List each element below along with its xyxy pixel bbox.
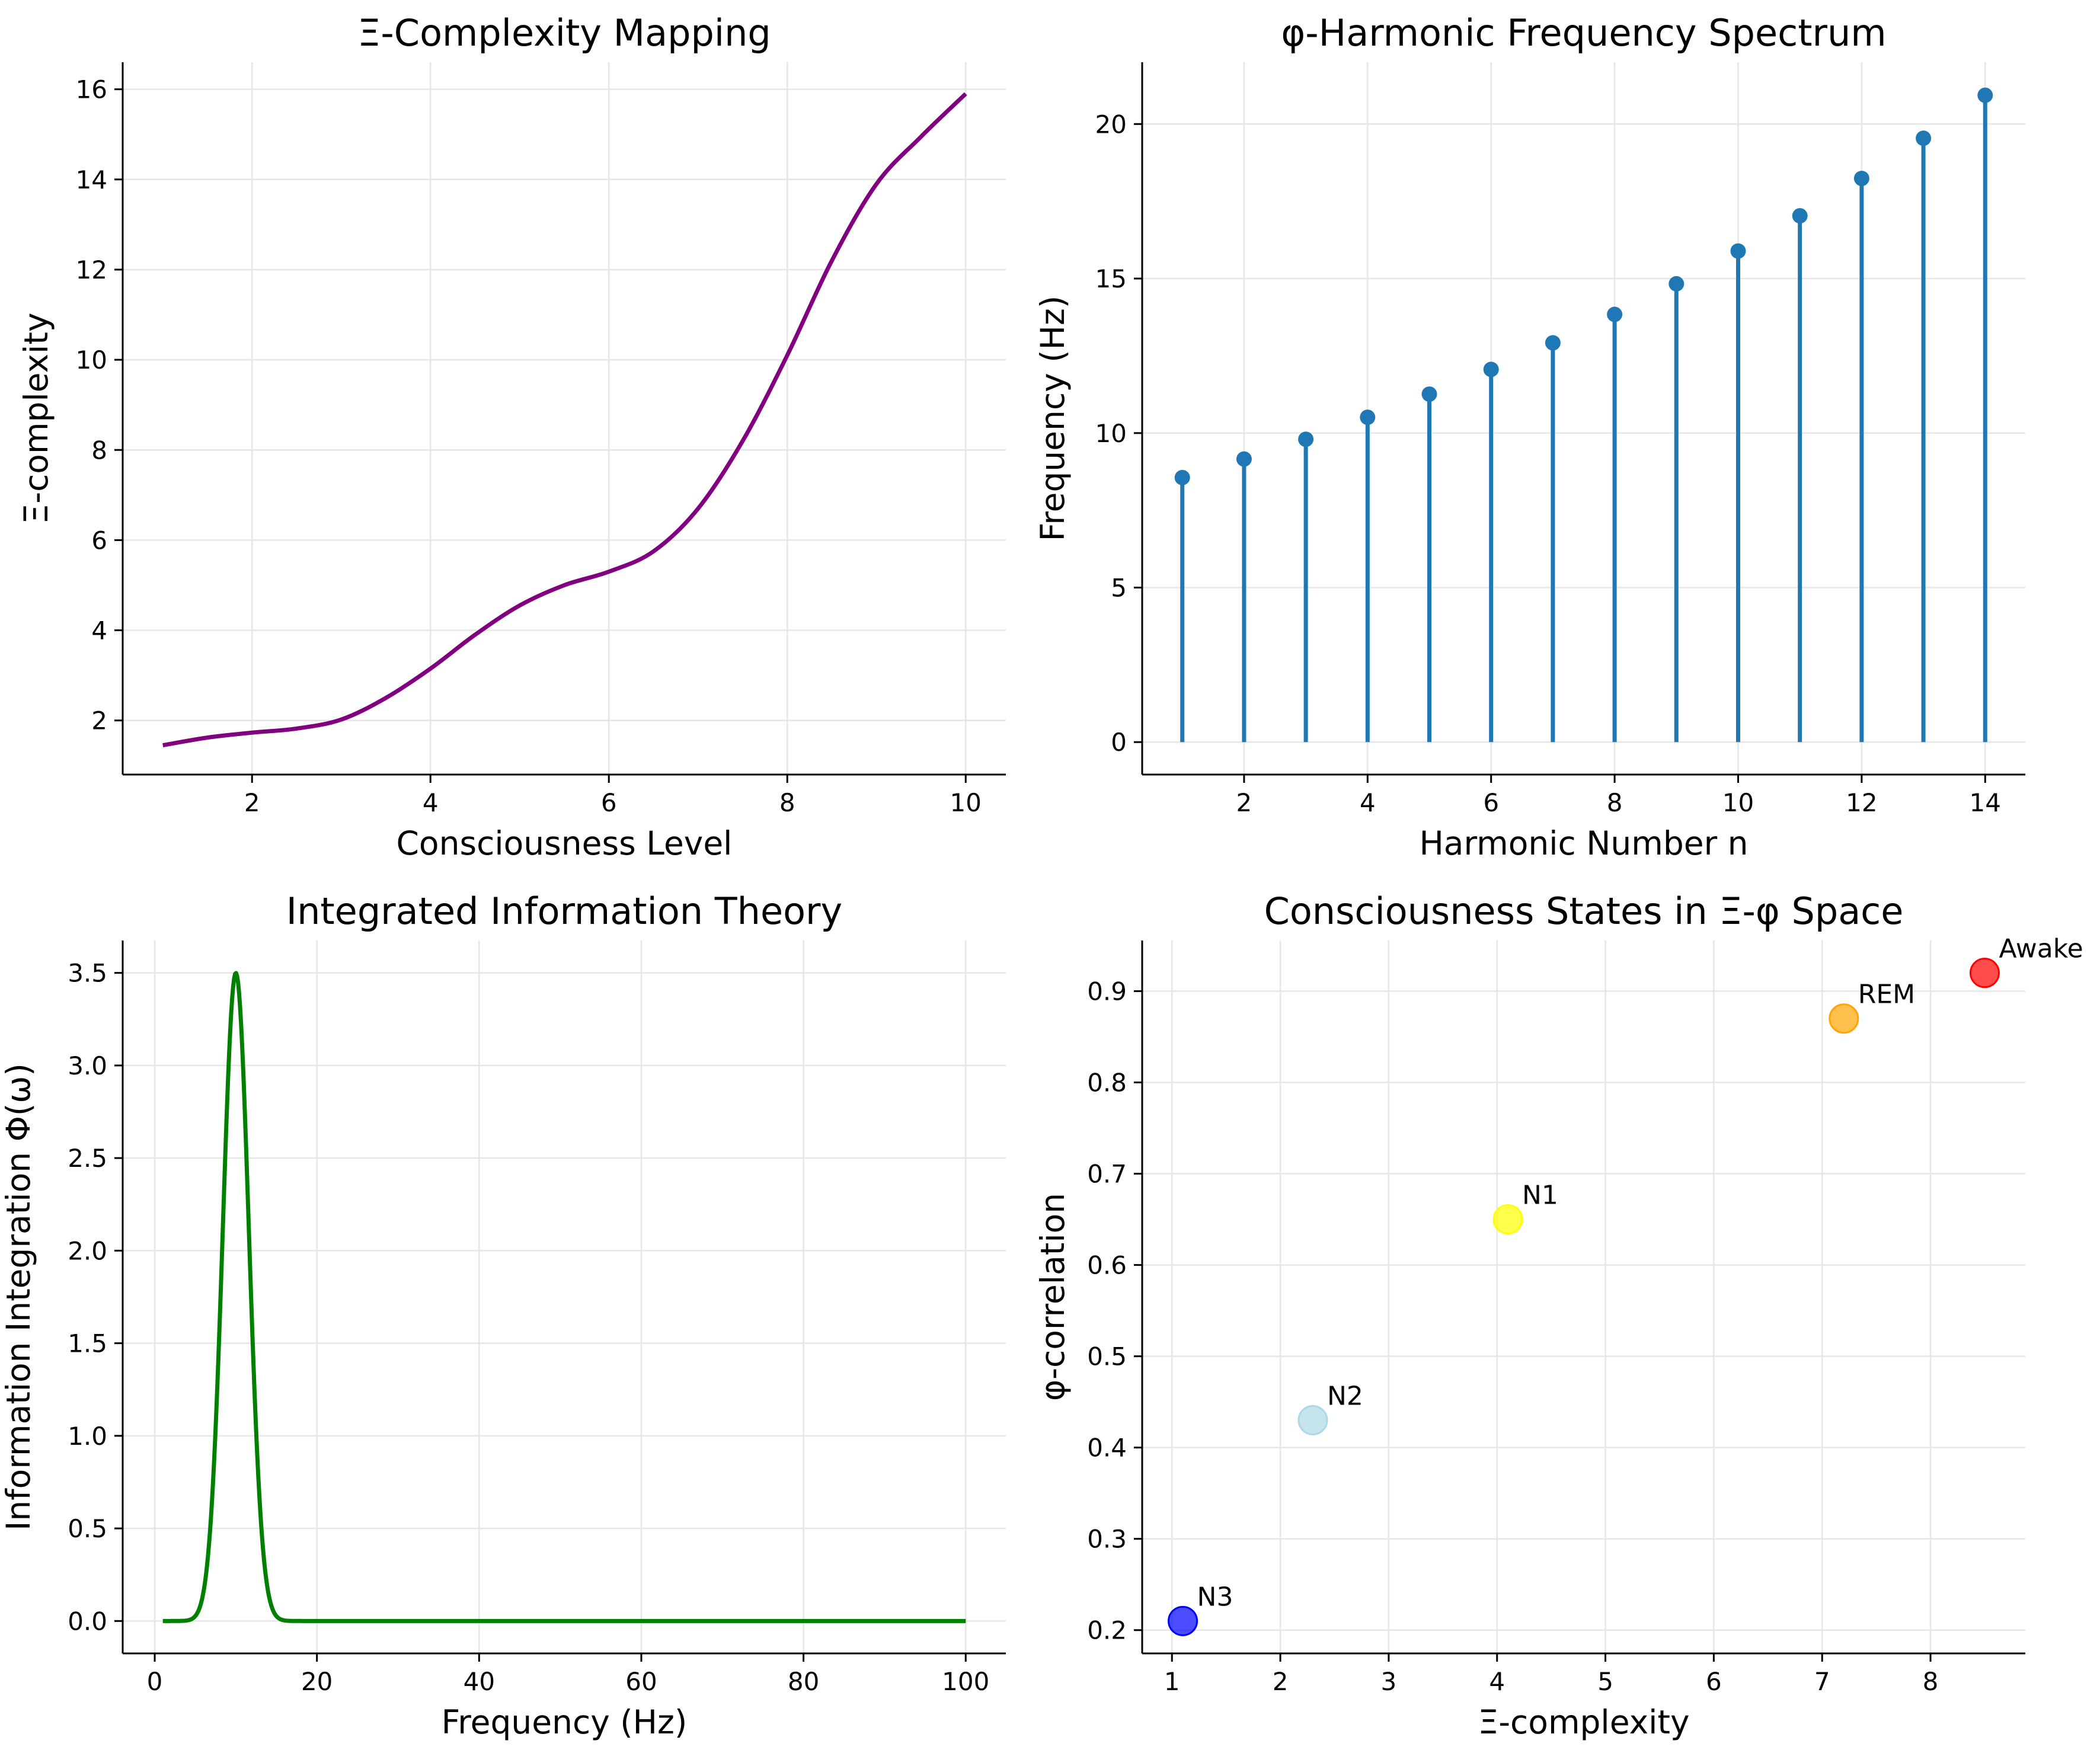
x-axis-label: Frequency (Hz) bbox=[442, 1703, 688, 1741]
y-axis-label: Ξ-complexity bbox=[17, 312, 55, 524]
stem-marker bbox=[1360, 409, 1376, 425]
x-tick-label: 4 bbox=[423, 788, 439, 817]
y-axis-label: Information Integration Φ(ω) bbox=[0, 1063, 37, 1531]
phi-harmonic-spectrum-panel: 2 4 6 8 10 12 14 0 5 10 15 20 φ-Harmonic Frequency S… bbox=[1034, 11, 2025, 862]
stem-marker bbox=[1853, 171, 1869, 187]
y-tick-label: 0.6 bbox=[1087, 1251, 1127, 1280]
y-tick-label: 12 bbox=[76, 255, 107, 284]
y-tick-label: 6 bbox=[91, 526, 107, 555]
stem-marker bbox=[1977, 87, 1993, 103]
y-tick-label: 0.0 bbox=[68, 1607, 107, 1636]
y-tick-label: 0.2 bbox=[1087, 1616, 1127, 1645]
x-tick-label: 6 bbox=[601, 788, 617, 817]
x-tick-label: 8 bbox=[1607, 788, 1623, 817]
state-point bbox=[1297, 1405, 1328, 1435]
stem-marker bbox=[1483, 361, 1499, 377]
x-tick-label: 4 bbox=[1360, 788, 1376, 817]
state-point bbox=[1168, 1605, 1198, 1636]
y-tick-label: 0.8 bbox=[1087, 1068, 1127, 1098]
y-tick-label: 0.4 bbox=[1087, 1434, 1127, 1463]
y-axis-label: φ-correlation bbox=[1034, 1193, 1072, 1401]
x-tick-label: 12 bbox=[1846, 788, 1877, 817]
y-tick-label: 5 bbox=[1111, 574, 1127, 603]
y-tick-label: 2 bbox=[91, 706, 107, 735]
stem-marker bbox=[1421, 386, 1437, 402]
y-tick-label: 0.5 bbox=[68, 1514, 107, 1543]
x-tick-label: 8 bbox=[779, 788, 795, 817]
state-label: N2 bbox=[1327, 1381, 1363, 1411]
y-tick-label: 0.3 bbox=[1087, 1525, 1127, 1554]
x-tick-label: 10 bbox=[1722, 788, 1754, 817]
y-tick-label: 15 bbox=[1095, 264, 1127, 293]
y-tick-label: 14 bbox=[76, 165, 107, 194]
consciousness-states-panel: Awake REM N1 N2 N3 1 2 3 4 5 6 7 8 0.2 0.3 0.4 0.5 0.6 0.7… bbox=[1034, 890, 2083, 1741]
x-tick-label: 6 bbox=[1483, 788, 1499, 817]
y-tick-label: 16 bbox=[76, 75, 107, 104]
stem-marker bbox=[1730, 243, 1746, 259]
x-tick-label: 80 bbox=[788, 1667, 819, 1696]
state-label: Awake bbox=[1999, 934, 2083, 964]
y-tick-label: 0 bbox=[1111, 728, 1127, 757]
xi-complexity-mapping-panel: 2 4 6 8 10 2 4 6 8 10 12 14 16 Ξ-Complexity Mapping Co… bbox=[17, 11, 1006, 862]
state-point bbox=[1969, 958, 2000, 988]
x-tick-label: 100 bbox=[942, 1667, 989, 1696]
xi-complexity-curve bbox=[162, 92, 967, 747]
stem-marker bbox=[1792, 208, 1808, 224]
y-tick-label: 2.0 bbox=[68, 1236, 107, 1265]
chart-title: Consciousness States in Ξ-φ Space bbox=[1264, 890, 1904, 933]
stem-marker bbox=[1916, 130, 1932, 146]
x-tick-label: 40 bbox=[464, 1667, 495, 1696]
x-tick-label: 3 bbox=[1381, 1667, 1397, 1696]
stem-marker bbox=[1607, 306, 1623, 322]
x-tick-label: 8 bbox=[1923, 1667, 1939, 1696]
y-tick-label: 0.5 bbox=[1087, 1342, 1127, 1371]
x-tick-label: 2 bbox=[1273, 1667, 1289, 1696]
state-point bbox=[1492, 1204, 1523, 1235]
stem-marker bbox=[1174, 469, 1190, 485]
x-tick-label: 20 bbox=[301, 1667, 333, 1696]
y-tick-label: 3.5 bbox=[68, 959, 107, 988]
state-label: N3 bbox=[1197, 1582, 1233, 1612]
x-tick-label: 1 bbox=[1164, 1667, 1180, 1696]
x-axis-label: Harmonic Number n bbox=[1419, 824, 1748, 862]
x-tick-label: 10 bbox=[950, 788, 982, 817]
x-tick-label: 2 bbox=[244, 788, 260, 817]
chart-title: φ-Harmonic Frequency Spectrum bbox=[1281, 11, 1886, 55]
y-tick-label: 4 bbox=[91, 616, 107, 645]
y-tick-label: 0.7 bbox=[1087, 1160, 1127, 1189]
y-tick-label: 2.5 bbox=[68, 1144, 107, 1173]
y-axis-label: Frequency (Hz) bbox=[1034, 296, 1072, 542]
x-axis-label: Ξ-complexity bbox=[1478, 1703, 1689, 1741]
x-tick-label: 0 bbox=[147, 1667, 163, 1696]
chart-title: Integrated Information Theory bbox=[286, 890, 842, 933]
stem-marker bbox=[1669, 276, 1685, 292]
state-label: REM bbox=[1858, 980, 1915, 1010]
integrated-information-panel: 0 20 40 60 80 100 0.0 0.5 1.0 1.5 2.0 2.5 3.0 3.5 Inte… bbox=[0, 890, 1006, 1741]
x-axis-label: Consciousness Level bbox=[397, 824, 733, 862]
stem-marker bbox=[1236, 451, 1252, 467]
y-tick-label: 10 bbox=[76, 345, 107, 375]
x-tick-label: 4 bbox=[1489, 1667, 1505, 1696]
y-tick-label: 0.9 bbox=[1087, 977, 1127, 1006]
x-tick-label: 5 bbox=[1597, 1667, 1613, 1696]
y-tick-label: 1.0 bbox=[68, 1422, 107, 1451]
y-tick-label: 10 bbox=[1095, 419, 1127, 448]
stem-marker bbox=[1545, 335, 1561, 351]
state-label: N1 bbox=[1522, 1180, 1558, 1211]
state-point bbox=[1829, 1003, 1859, 1034]
x-tick-label: 60 bbox=[625, 1667, 657, 1696]
y-tick-label: 20 bbox=[1095, 110, 1127, 139]
y-tick-label: 3.0 bbox=[68, 1051, 107, 1080]
y-tick-label: 8 bbox=[91, 436, 107, 465]
stem-marker bbox=[1298, 431, 1314, 447]
y-tick-label: 1.5 bbox=[68, 1329, 107, 1358]
x-tick-label: 7 bbox=[1814, 1667, 1830, 1696]
x-tick-label: 14 bbox=[1970, 788, 2001, 817]
information-integration-curve bbox=[161, 971, 967, 1623]
x-tick-label: 2 bbox=[1236, 788, 1252, 817]
chart-title: Ξ-Complexity Mapping bbox=[357, 11, 771, 55]
x-tick-label: 6 bbox=[1706, 1667, 1722, 1696]
